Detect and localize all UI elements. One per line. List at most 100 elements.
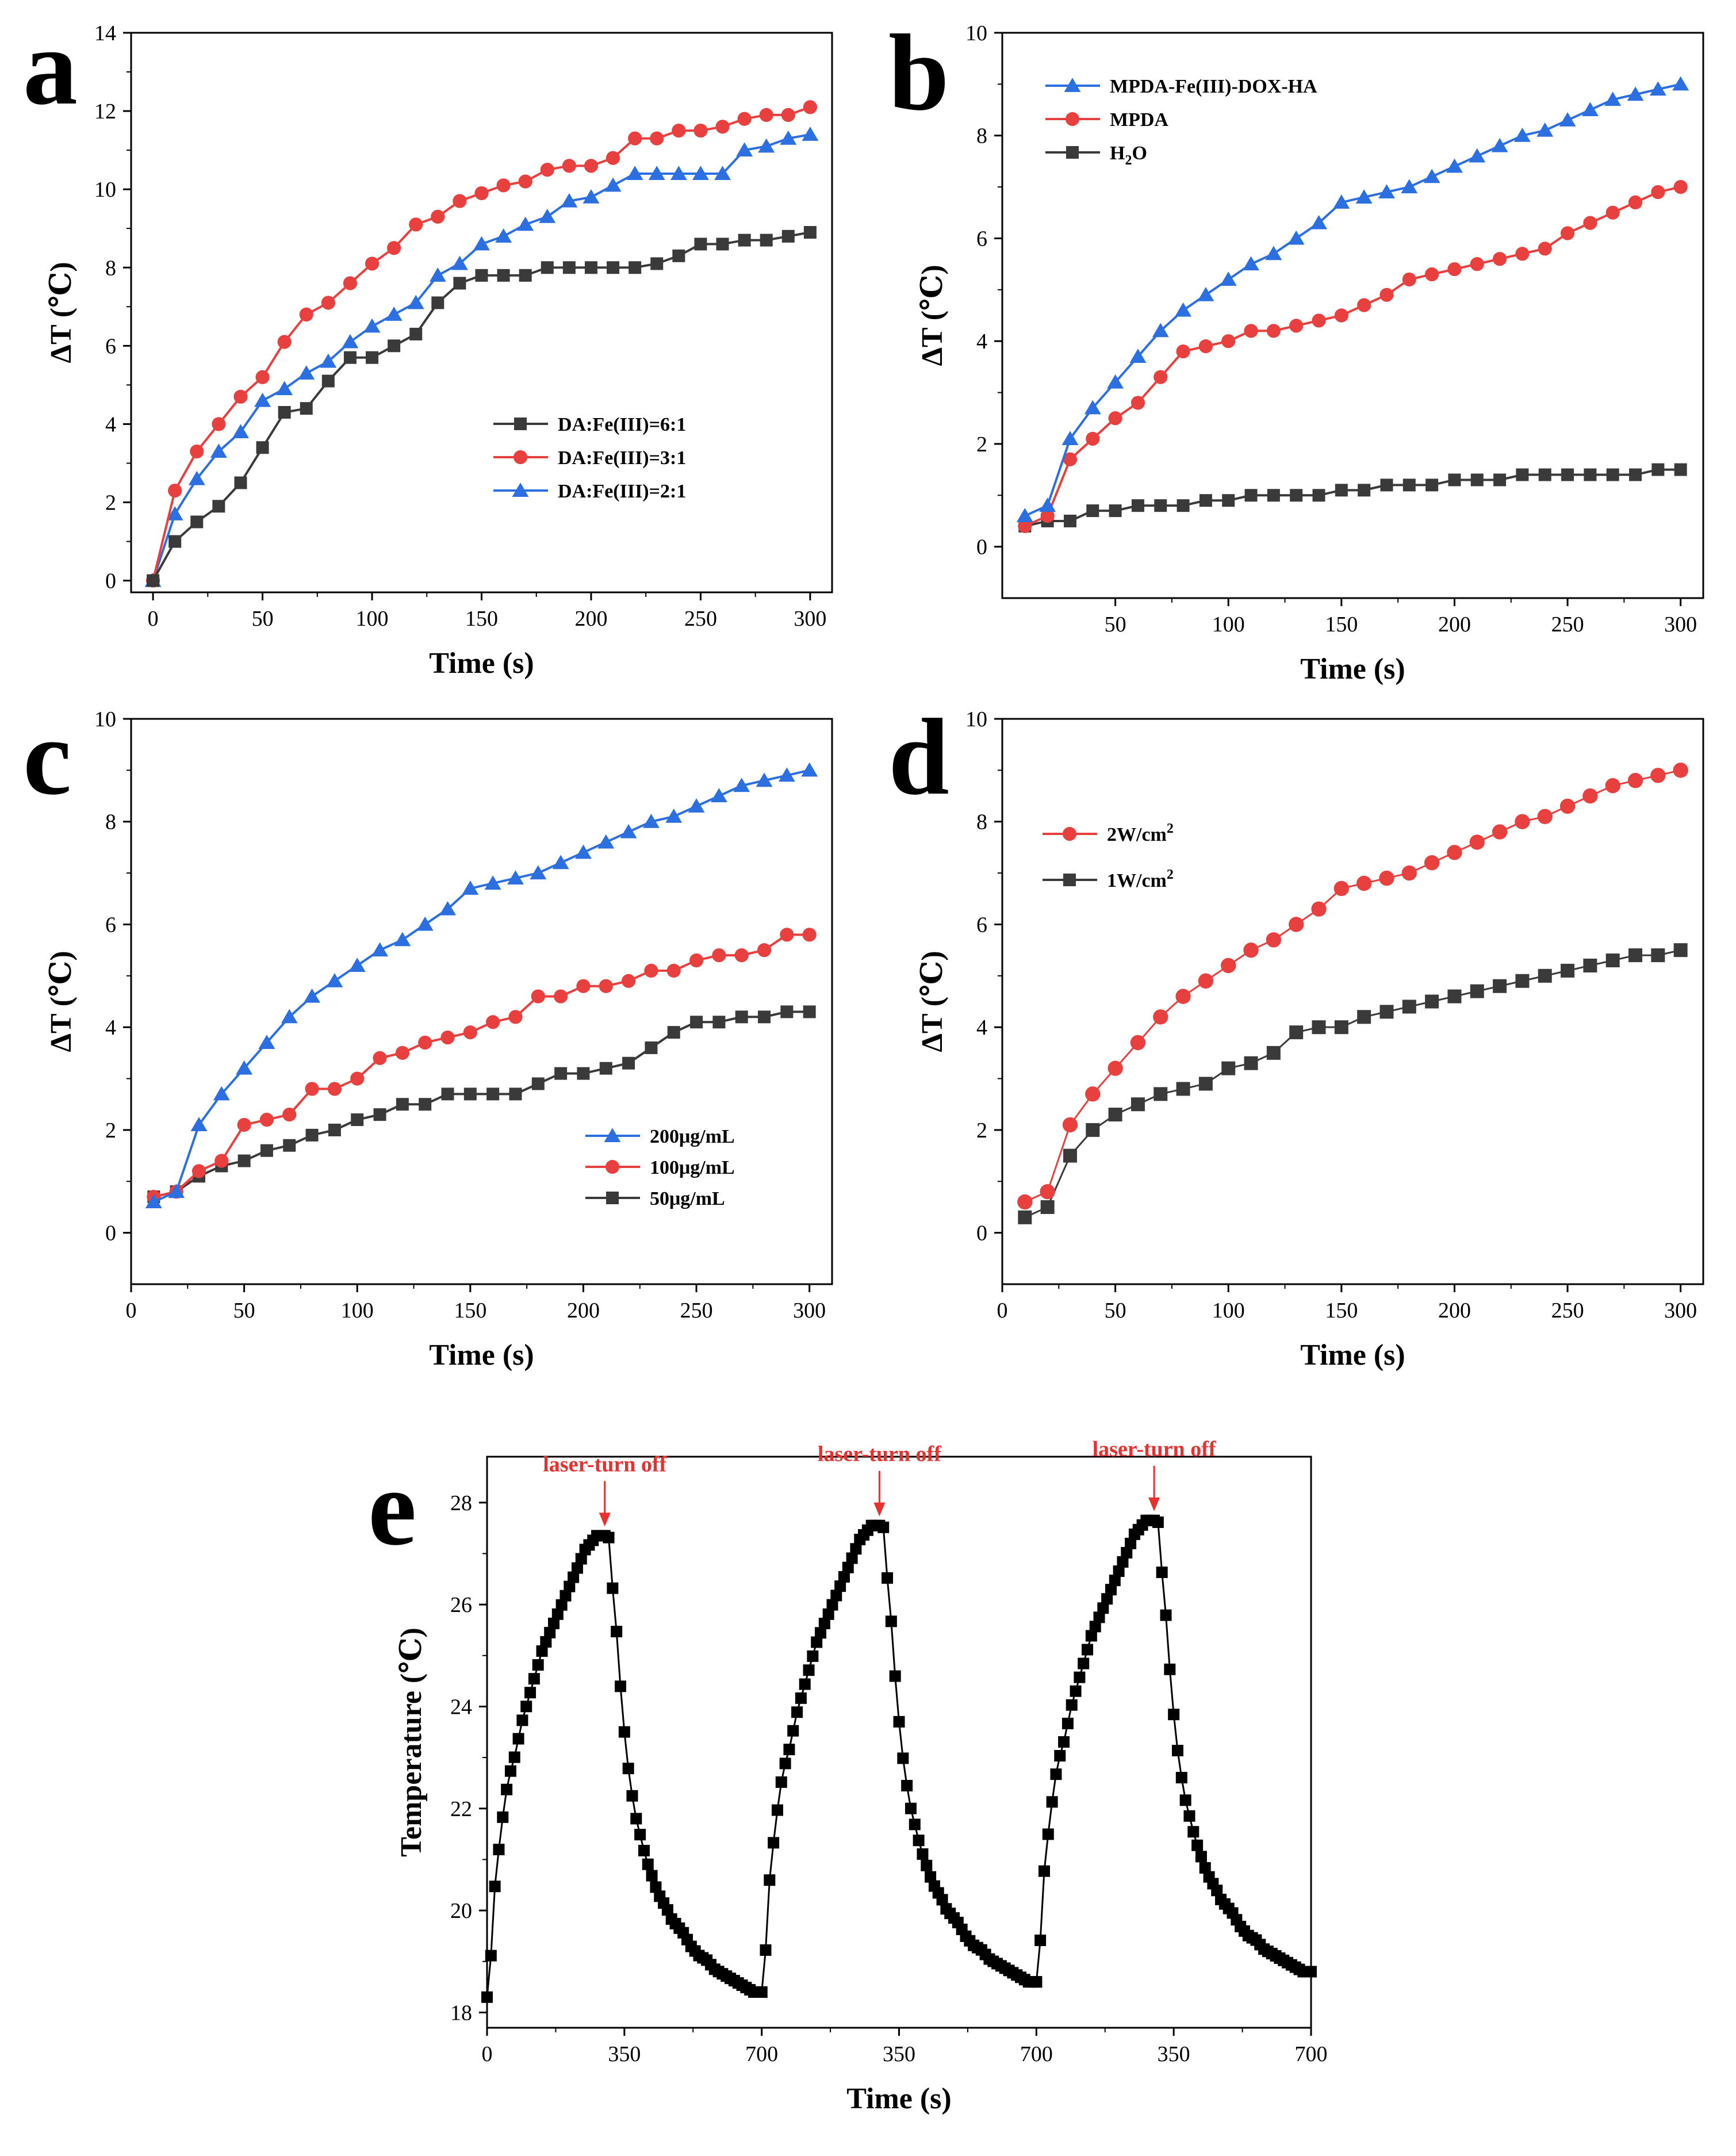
series-1 xyxy=(147,928,817,1204)
y-tick-label: 10 xyxy=(94,178,116,202)
series-1 xyxy=(1018,943,1688,1224)
data-point xyxy=(1536,122,1554,137)
annotation-arrow-head xyxy=(1148,1497,1160,1511)
y-axis-title: Temperature (℃) xyxy=(395,1627,428,1857)
data-point xyxy=(905,1802,917,1814)
data-point xyxy=(1651,948,1665,963)
plot-frame xyxy=(1001,718,1704,1285)
y-tick-label: 0 xyxy=(976,535,987,560)
data-point xyxy=(1605,953,1620,968)
legend-entry: 1W/cm2 xyxy=(1107,867,1174,891)
data-point xyxy=(237,1117,251,1132)
data-point xyxy=(191,1164,206,1178)
data-point xyxy=(1054,1750,1066,1762)
data-point xyxy=(1040,508,1055,523)
x-tick-label: 200 xyxy=(1438,1299,1471,1323)
data-point xyxy=(1470,257,1484,271)
legend-entry-tail: O xyxy=(1132,143,1147,164)
data-point xyxy=(1017,1194,1033,1210)
data-point xyxy=(168,1184,185,1198)
data-point xyxy=(1086,1123,1100,1137)
data-point xyxy=(622,1763,634,1775)
y-tick-label: 20 xyxy=(450,1899,472,1923)
legend-marker xyxy=(514,418,527,430)
legend-marker xyxy=(1065,112,1080,127)
data-point xyxy=(830,1590,842,1602)
data-point xyxy=(1197,287,1214,301)
data-point xyxy=(1492,824,1508,840)
data-point xyxy=(1191,1839,1204,1851)
data-point xyxy=(1105,1584,1117,1596)
legend-entry: 100μg/mL xyxy=(650,1157,735,1178)
data-point xyxy=(453,277,466,290)
data-point xyxy=(618,1726,630,1738)
legend-entry: DA:Fe(III)=2:1 xyxy=(558,481,686,502)
panel-a: a 0 50 100 150 200 250 300 0 2 4 6 8 10 12 14 Time (s) ΔT… xyxy=(23,7,833,680)
data-point xyxy=(650,257,664,270)
data-point xyxy=(497,1811,509,1823)
x-tick-label: 700 xyxy=(1020,2042,1053,2066)
data-point xyxy=(822,1608,834,1620)
data-point xyxy=(1559,798,1576,814)
data-point xyxy=(1401,865,1417,881)
x-tick-label: 700 xyxy=(745,2042,778,2066)
data-point xyxy=(1627,773,1643,788)
series-line xyxy=(1024,949,1681,1219)
data-point xyxy=(277,335,292,349)
data-point xyxy=(520,1701,532,1713)
data-point xyxy=(1651,463,1665,476)
data-point xyxy=(1289,1025,1304,1040)
data-point xyxy=(539,209,556,223)
y-tick-label: 8 xyxy=(105,810,116,834)
data-point xyxy=(1168,1709,1180,1721)
data-point xyxy=(756,1986,768,1998)
data-point xyxy=(1179,1794,1191,1806)
data-point xyxy=(801,762,818,777)
data-point xyxy=(320,353,337,368)
data-point xyxy=(1267,489,1280,502)
data-point xyxy=(1040,1200,1055,1214)
data-point xyxy=(1424,855,1440,871)
data-point xyxy=(693,124,708,138)
data-point xyxy=(712,1016,726,1029)
series-1 xyxy=(1018,179,1688,533)
data-point xyxy=(1183,1810,1195,1822)
data-point xyxy=(463,1025,477,1040)
data-point xyxy=(913,1835,925,1847)
data-point xyxy=(304,988,321,1003)
data-point xyxy=(518,174,532,189)
data-point xyxy=(373,1051,387,1065)
data-point xyxy=(1221,958,1236,974)
data-point xyxy=(1628,948,1643,963)
data-point xyxy=(564,1580,576,1592)
data-point xyxy=(607,1582,619,1594)
data-point xyxy=(803,1005,816,1018)
data-point xyxy=(1074,1671,1086,1683)
data-point xyxy=(1063,1148,1077,1163)
data-point xyxy=(670,166,687,180)
data-point xyxy=(1357,1010,1371,1024)
data-point xyxy=(298,365,315,380)
data-point xyxy=(1171,1744,1183,1756)
data-point xyxy=(1491,137,1508,152)
data-point xyxy=(258,1035,275,1049)
data-point xyxy=(733,778,750,792)
data-point xyxy=(1152,1516,1164,1528)
x-tick-label: 700 xyxy=(1295,2042,1328,2066)
panel-c: c 0 50 100 150 200 250 300 0 2 4 6 8 10 Time (s) ΔT (℃)… xyxy=(23,697,833,1372)
data-point xyxy=(1030,1976,1043,1988)
y-tick-label: 4 xyxy=(976,330,987,354)
data-point xyxy=(1176,1082,1190,1096)
data-point xyxy=(212,500,225,513)
data-point xyxy=(758,138,775,153)
x-tick-label: 0 xyxy=(148,607,159,631)
data-point xyxy=(1581,102,1599,117)
data-point xyxy=(620,824,637,838)
data-point xyxy=(548,1617,560,1629)
x-tick-label: 150 xyxy=(465,607,498,631)
data-point xyxy=(802,127,819,141)
data-point xyxy=(1492,252,1507,266)
data-point xyxy=(363,318,381,333)
data-point xyxy=(787,1725,799,1737)
